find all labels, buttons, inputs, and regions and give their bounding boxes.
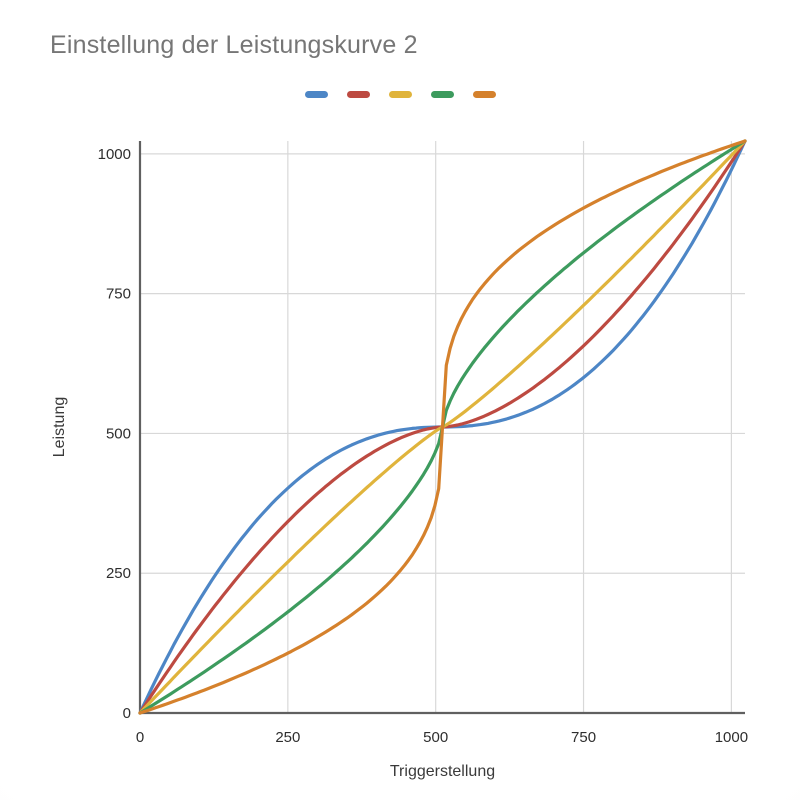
chart-legend <box>0 91 800 98</box>
legend-swatch-series-2-red <box>346 91 370 98</box>
legend-swatch-series-5-orange <box>472 91 496 98</box>
legend-swatch-series-4-green <box>430 91 454 98</box>
chart-title: Einstellung der Leistungskurve 2 <box>50 31 418 59</box>
curve-series-5-orange <box>138 139 747 715</box>
y-tick-label: 250 <box>106 565 131 582</box>
x-tick-label: 250 <box>275 729 300 746</box>
x-axis-title: Triggerstellung <box>389 763 496 780</box>
y-axis-title: Leistung <box>51 396 68 458</box>
x-tick-label: 500 <box>423 729 448 746</box>
y-tick-label: 500 <box>106 425 131 442</box>
legend-swatch-series-1-blue <box>304 91 328 98</box>
x-tick-label: 0 <box>136 729 144 746</box>
x-tick-label: 1000 <box>715 729 748 746</box>
y-tick-label: 0 <box>123 705 131 722</box>
legend-swatch-series-3-yellow <box>388 91 412 98</box>
y-tick-label: 1000 <box>98 146 131 163</box>
y-tick-label: 750 <box>106 286 131 303</box>
x-tick-label: 750 <box>571 729 596 746</box>
